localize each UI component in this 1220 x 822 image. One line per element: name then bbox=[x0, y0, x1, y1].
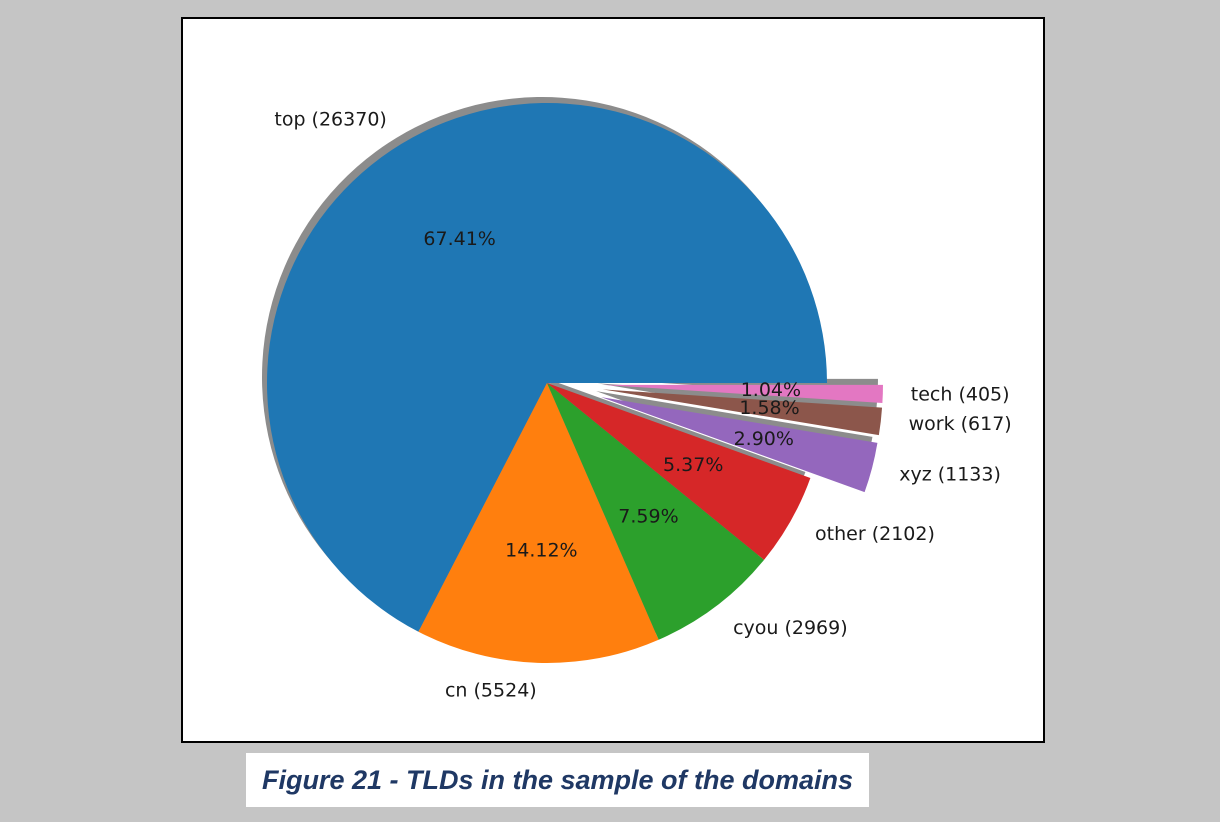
slice-percent-cyou: 7.59% bbox=[618, 505, 678, 527]
slice-label-tech: tech (405) bbox=[911, 383, 1010, 405]
slice-label-other: other (2102) bbox=[815, 523, 935, 545]
slice-percent-work: 1.58% bbox=[739, 397, 799, 419]
pie-slice-cn bbox=[418, 383, 659, 663]
pie-slice-tech bbox=[602, 384, 883, 404]
slice-label-work: work (617) bbox=[909, 413, 1012, 435]
slice-label-cn: cn (5524) bbox=[445, 679, 537, 701]
slice-percent-top: 67.41% bbox=[423, 228, 495, 250]
pie-slice-other bbox=[547, 383, 811, 560]
slice-percent-tech: 1.04% bbox=[741, 379, 801, 401]
figure-frame: top (26370) 67.41% cn (5524) 14.12% cyou (29… bbox=[181, 17, 1045, 743]
figure-caption-box: Figure 21 - TLDs in the sample of the do… bbox=[246, 753, 869, 807]
slice-label-cyou: cyou (2969) bbox=[733, 617, 848, 639]
pie-slice-cyou bbox=[547, 383, 765, 640]
slice-percent-other: 5.37% bbox=[663, 454, 723, 476]
figure-caption: Figure 21 - TLDs in the sample of the do… bbox=[261, 764, 854, 795]
pie-label-layer: top (26370) 67.41% cn (5524) 14.12% cyou (29… bbox=[274, 108, 1011, 701]
pie-slice-top bbox=[267, 103, 828, 632]
pie-chart: top (26370) 67.41% cn (5524) 14.12% cyou (29… bbox=[262, 97, 1012, 701]
pie-slice-xyz bbox=[601, 397, 878, 493]
slice-label-top: top (26370) bbox=[274, 108, 386, 130]
slice-percent-xyz: 2.90% bbox=[734, 428, 794, 450]
pie-slice-layer bbox=[267, 103, 883, 663]
slice-percent-cn: 14.12% bbox=[505, 539, 577, 561]
slice-label-xyz: xyz (1133) bbox=[899, 463, 1001, 485]
pie-slice-work bbox=[602, 389, 883, 436]
